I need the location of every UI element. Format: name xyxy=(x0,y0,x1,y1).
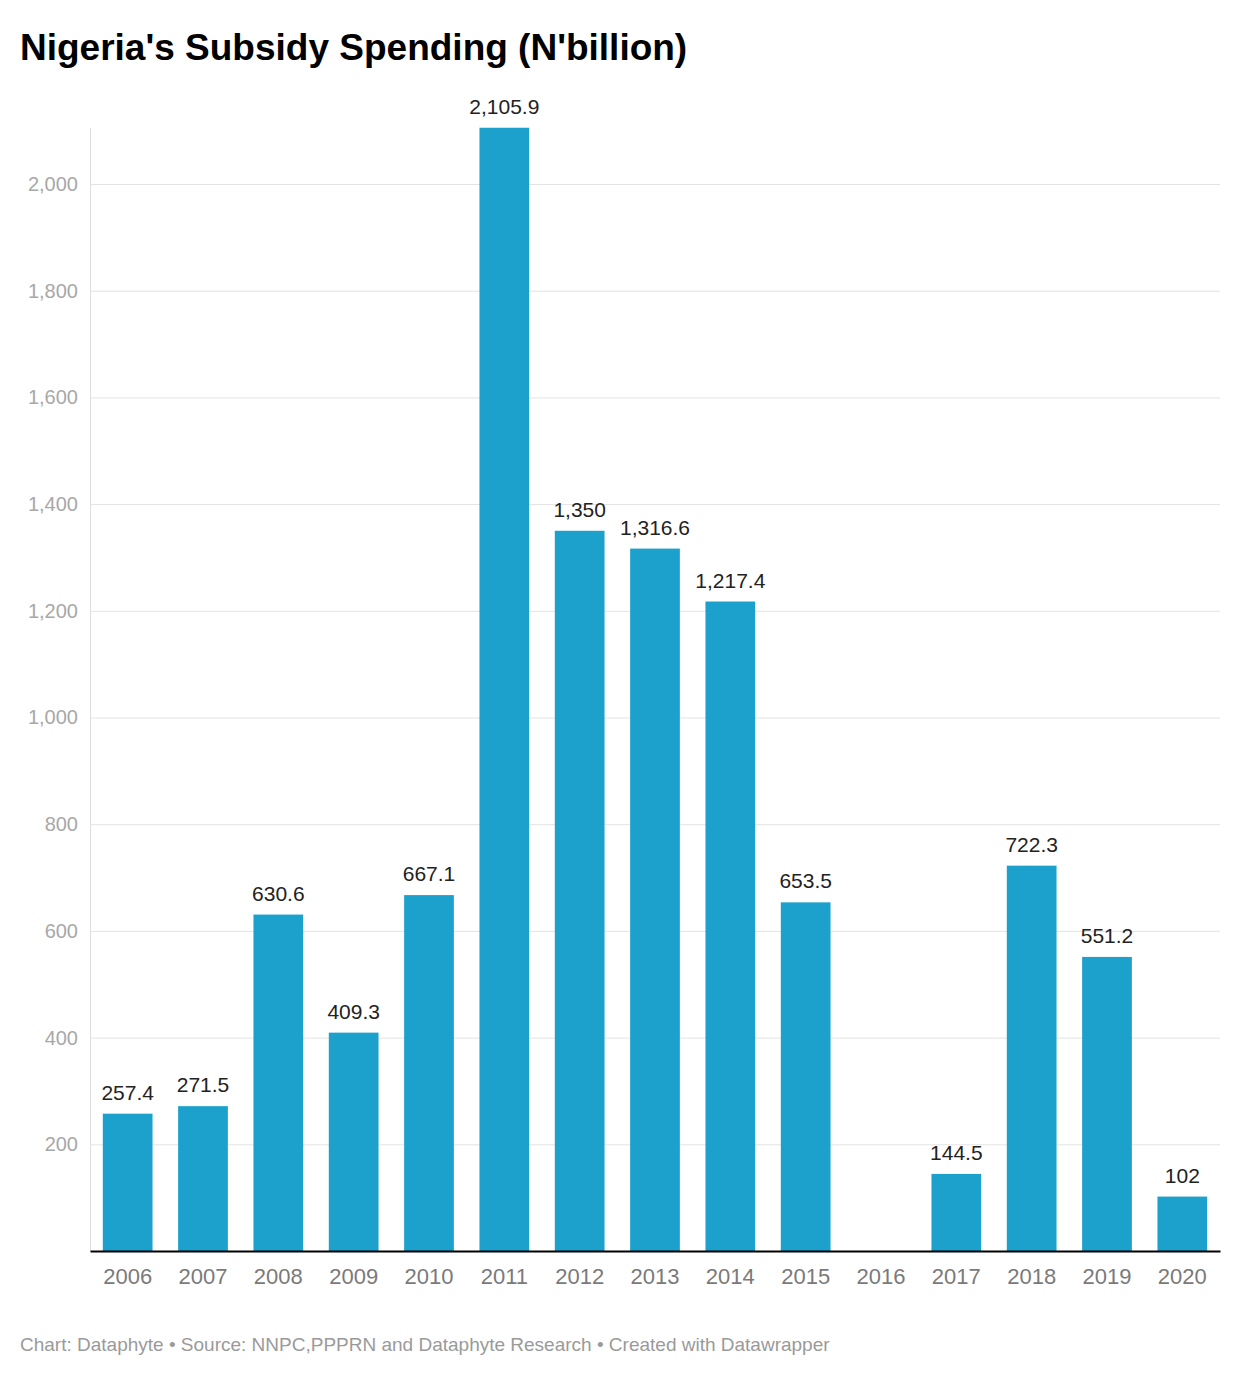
bar xyxy=(1007,866,1057,1251)
x-tick: 2014 xyxy=(706,1264,755,1289)
y-axis-line xyxy=(90,128,91,1252)
x-tick-label: 2006 xyxy=(103,1264,152,1289)
chart: Nigeria's Subsidy Spending (N'billion) 20… xyxy=(0,0,1240,1378)
source: Chart: Dataphyte • Source: NNPC,PPPRN an… xyxy=(20,1334,830,1355)
x-tick-label: 2011 xyxy=(481,1264,528,1289)
data-label: 1,217.4 xyxy=(695,569,765,592)
y-tick-label: 1,800 xyxy=(28,280,78,302)
x-tick: 2020 xyxy=(1158,1264,1207,1289)
data-label: 630.6 xyxy=(252,882,305,905)
x-tick-label: 2020 xyxy=(1158,1264,1207,1289)
x-tick: 2011 xyxy=(481,1264,528,1289)
bar xyxy=(1082,957,1132,1251)
grid-line xyxy=(90,504,1220,505)
title: Nigeria's Subsidy Spending (N'billion) xyxy=(20,27,687,68)
data-label: 144.5 xyxy=(930,1141,983,1164)
grid-line xyxy=(90,291,1220,292)
x-tick-label: 2007 xyxy=(179,1264,228,1289)
y-tick: 1,600 xyxy=(28,386,1220,408)
x-tick-label: 2014 xyxy=(706,1264,755,1289)
y-tick-label: 1,400 xyxy=(28,493,78,515)
data-labels: 257.4 271.5 630.6 409.3 667.1 2,105.9 1,350 1,3… xyxy=(101,95,1199,1187)
x-tick: 2019 xyxy=(1083,1264,1132,1289)
y-tick: 1,800 xyxy=(28,280,1220,302)
y-tick-label: 1,600 xyxy=(28,386,78,408)
x-tick: 2010 xyxy=(405,1264,454,1289)
data-label: 722.3 xyxy=(1005,833,1058,856)
data-label: 409.3 xyxy=(327,1000,380,1023)
x-tick: 2016 xyxy=(857,1264,906,1289)
x-tick-label: 2018 xyxy=(1007,1264,1056,1289)
x-tick-label: 2010 xyxy=(405,1264,454,1289)
x-tick-label: 2017 xyxy=(932,1264,981,1289)
y-tick: 1,200 xyxy=(28,600,1220,622)
x-tick-label: 2009 xyxy=(329,1264,378,1289)
y-tick-label: 2,000 xyxy=(28,173,78,195)
bar xyxy=(1157,1197,1207,1251)
bar xyxy=(103,1114,153,1251)
x-tick: 2012 xyxy=(555,1264,604,1289)
grid-line xyxy=(90,397,1220,398)
x-tick: 2008 xyxy=(254,1264,303,1289)
data-label: 257.4 xyxy=(101,1081,154,1104)
x-tick: 2015 xyxy=(781,1264,830,1289)
y-tick-label: 200 xyxy=(45,1133,78,1155)
y-tick-label: 1,000 xyxy=(28,706,78,728)
x-tick: 2018 xyxy=(1007,1264,1056,1289)
x-axis-line xyxy=(91,1251,1221,1253)
data-label: 1,316.6 xyxy=(620,516,690,539)
x-tick: 2013 xyxy=(631,1264,680,1289)
bar xyxy=(630,549,680,1251)
x-tick-label: 2019 xyxy=(1083,1264,1132,1289)
bar xyxy=(931,1174,981,1251)
bar xyxy=(404,895,454,1251)
data-label: 1,350 xyxy=(553,498,606,521)
y-tick: 1,400 xyxy=(28,493,1220,515)
x-tick: 2009 xyxy=(329,1264,378,1289)
bar xyxy=(705,602,755,1251)
x-tick-label: 2012 xyxy=(555,1264,604,1289)
x-tick-label: 2015 xyxy=(781,1264,830,1289)
y-tick: 1,000 xyxy=(28,706,1220,728)
data-label: 271.5 xyxy=(177,1073,230,1096)
x-tick-label: 2008 xyxy=(254,1264,303,1289)
x-tick-label: 2016 xyxy=(857,1264,906,1289)
bar xyxy=(781,902,831,1251)
bar xyxy=(253,915,303,1251)
y-tick: 2,000 xyxy=(28,173,1220,195)
data-label: 653.5 xyxy=(779,869,832,892)
x-tick: 2017 xyxy=(932,1264,981,1289)
grid-line xyxy=(90,184,1220,185)
x-tick: 2006 xyxy=(103,1264,152,1289)
y-axis: 200 400 600 800 1,000 1,200 1,400 1,600 1,800 2,0… xyxy=(28,128,1220,1252)
data-label: 2,105.9 xyxy=(469,95,539,118)
data-label: 667.1 xyxy=(403,862,456,885)
y-tick-label: 800 xyxy=(45,813,78,835)
data-label: 551.2 xyxy=(1081,924,1134,947)
y-tick-label: 600 xyxy=(45,920,78,942)
bar xyxy=(555,531,605,1251)
x-tick: 2007 xyxy=(179,1264,228,1289)
x-axis: 2006 2007 2008 2009 2010 2011 2012 2013 2014 2015… xyxy=(91,1252,1221,1289)
bar xyxy=(479,128,529,1252)
y-tick-label: 400 xyxy=(45,1026,78,1048)
y-tick-label: 1,200 xyxy=(28,600,78,622)
bar xyxy=(329,1033,379,1251)
bars xyxy=(103,128,1207,1252)
bar xyxy=(178,1106,228,1251)
data-label: 102 xyxy=(1165,1164,1200,1187)
x-tick-label: 2013 xyxy=(631,1264,680,1289)
